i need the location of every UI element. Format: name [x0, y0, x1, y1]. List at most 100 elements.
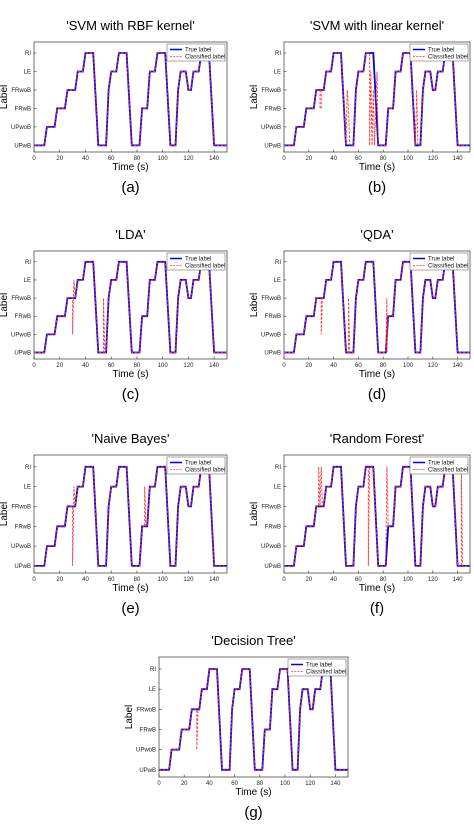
x-tick-label: 60: [108, 156, 115, 162]
chart-title: 'Naive Bayes': [92, 431, 170, 446]
y-tick-label: LE: [274, 69, 281, 75]
x-tick-label: 0: [282, 577, 286, 583]
classified-label-line: [34, 466, 227, 567]
x-tick-label: 0: [32, 363, 36, 369]
true-label-line: [34, 52, 227, 147]
true-label-line: [284, 260, 470, 354]
x-axis-label: Time (s): [359, 369, 395, 380]
y-tick-label: LE: [274, 278, 281, 284]
x-tick-label: 120: [183, 156, 194, 162]
x-tick-label: 20: [305, 577, 312, 583]
x-tick-label: 60: [355, 363, 362, 369]
x-tick-label: 40: [206, 781, 213, 787]
y-tick-label: FRwB: [265, 106, 281, 112]
plot-area-frame: [283, 250, 471, 360]
x-tick-label: 0: [157, 781, 161, 787]
x-tick-label: 140: [453, 156, 464, 162]
y-tick-label: UPwB: [264, 143, 281, 149]
x-tick-label: 0: [32, 156, 36, 162]
x-tick-label: 60: [108, 577, 115, 583]
x-tick-label: 0: [32, 577, 36, 583]
chart-panel-g: 'Decision Tree' 0 20 40 60 80 100 120 140 UPwB UPw…: [124, 633, 349, 821]
true-label-line: [34, 465, 227, 567]
y-tick-label: RI: [25, 465, 31, 471]
y-tick-label: UPwoB: [11, 332, 31, 338]
y-tick-label: RI: [275, 465, 281, 471]
y-tick-label: FRwoB: [261, 504, 281, 510]
y-tick-label: UPwoB: [261, 332, 281, 338]
chart-panel-a: 'SVM with RBF kernel' 0 20 40 60 80 100 120 140 U…: [0, 18, 228, 196]
y-axis-label: Label: [0, 502, 10, 526]
y-tick-label: RI: [275, 260, 281, 266]
x-tick-label: 60: [355, 156, 362, 162]
panel-caption: (e): [121, 600, 139, 617]
legend-entry: Classified label: [185, 55, 225, 61]
legend-entry: Classified label: [428, 468, 468, 474]
legend-entry: Classified label: [306, 670, 346, 676]
x-tick-label: 100: [158, 363, 169, 369]
panel-caption: (d): [368, 386, 386, 403]
chart-title: 'SVM with linear kernel': [310, 18, 444, 33]
y-tick-label: LE: [24, 69, 31, 75]
x-tick-label: 20: [56, 156, 63, 162]
panel-caption: (b): [368, 179, 386, 196]
x-axis-label: Time (s): [112, 162, 148, 173]
chart-title: 'SVM with RBF kernel': [66, 18, 195, 33]
y-tick-label: FRwB: [15, 314, 31, 320]
x-tick-label: 100: [280, 781, 291, 787]
x-tick-label: 40: [330, 156, 337, 162]
classified-label-line: [34, 52, 227, 146]
y-tick-label: UPwB: [139, 768, 156, 774]
chart-title: 'Decision Tree': [211, 633, 295, 648]
panel-caption: (c): [122, 386, 140, 403]
y-tick-label: UPwoB: [261, 125, 281, 131]
x-tick-label: 20: [305, 363, 312, 369]
x-tick-label: 40: [82, 577, 89, 583]
legend-entry: True label: [306, 663, 332, 669]
true-label-line: [34, 260, 227, 354]
x-tick-label: 120: [428, 577, 439, 583]
y-tick-label: FRwB: [265, 524, 281, 530]
panel-caption: (a): [121, 179, 139, 196]
y-axis-label: Label: [124, 705, 135, 729]
plot-area-frame: [33, 454, 228, 574]
x-tick-label: 100: [403, 156, 414, 162]
x-tick-label: 80: [380, 577, 387, 583]
x-axis-label: Time (s): [112, 583, 148, 594]
y-tick-label: RI: [275, 51, 281, 57]
chart-panel-f: 'Random Forest' 0 20 40 60 80 100 120 140 UPwB UPw…: [249, 431, 471, 617]
y-axis-label: Label: [249, 85, 260, 109]
legend-entry: Classified label: [428, 264, 468, 270]
chart-title: 'LDA': [115, 227, 145, 242]
legend-entry: True label: [185, 461, 211, 467]
legend-entry: True label: [428, 461, 454, 467]
y-tick-label: UPwB: [264, 351, 281, 357]
x-tick-label: 40: [82, 156, 89, 162]
y-tick-label: UPwoB: [11, 125, 31, 131]
x-tick-label: 120: [183, 363, 194, 369]
x-axis-label: Time (s): [359, 583, 395, 594]
y-tick-label: FRwoB: [136, 707, 156, 713]
y-tick-label: RI: [150, 667, 156, 673]
plot-area-frame: [33, 41, 228, 153]
x-tick-label: 100: [403, 577, 414, 583]
y-axis-label: Label: [0, 293, 10, 317]
x-tick-label: 100: [158, 156, 169, 162]
plot-area-frame: [158, 656, 349, 778]
y-tick-label: RI: [25, 51, 31, 57]
y-tick-label: UPwB: [14, 351, 31, 357]
y-tick-label: UPwB: [264, 564, 281, 570]
plot-area-frame: [283, 41, 471, 153]
x-tick-label: 80: [134, 156, 141, 162]
panel-caption: (g): [244, 804, 262, 821]
legend-entry: Classified label: [428, 55, 468, 61]
chart-title: 'QDA': [360, 227, 393, 242]
panel-caption: (f): [370, 600, 384, 617]
